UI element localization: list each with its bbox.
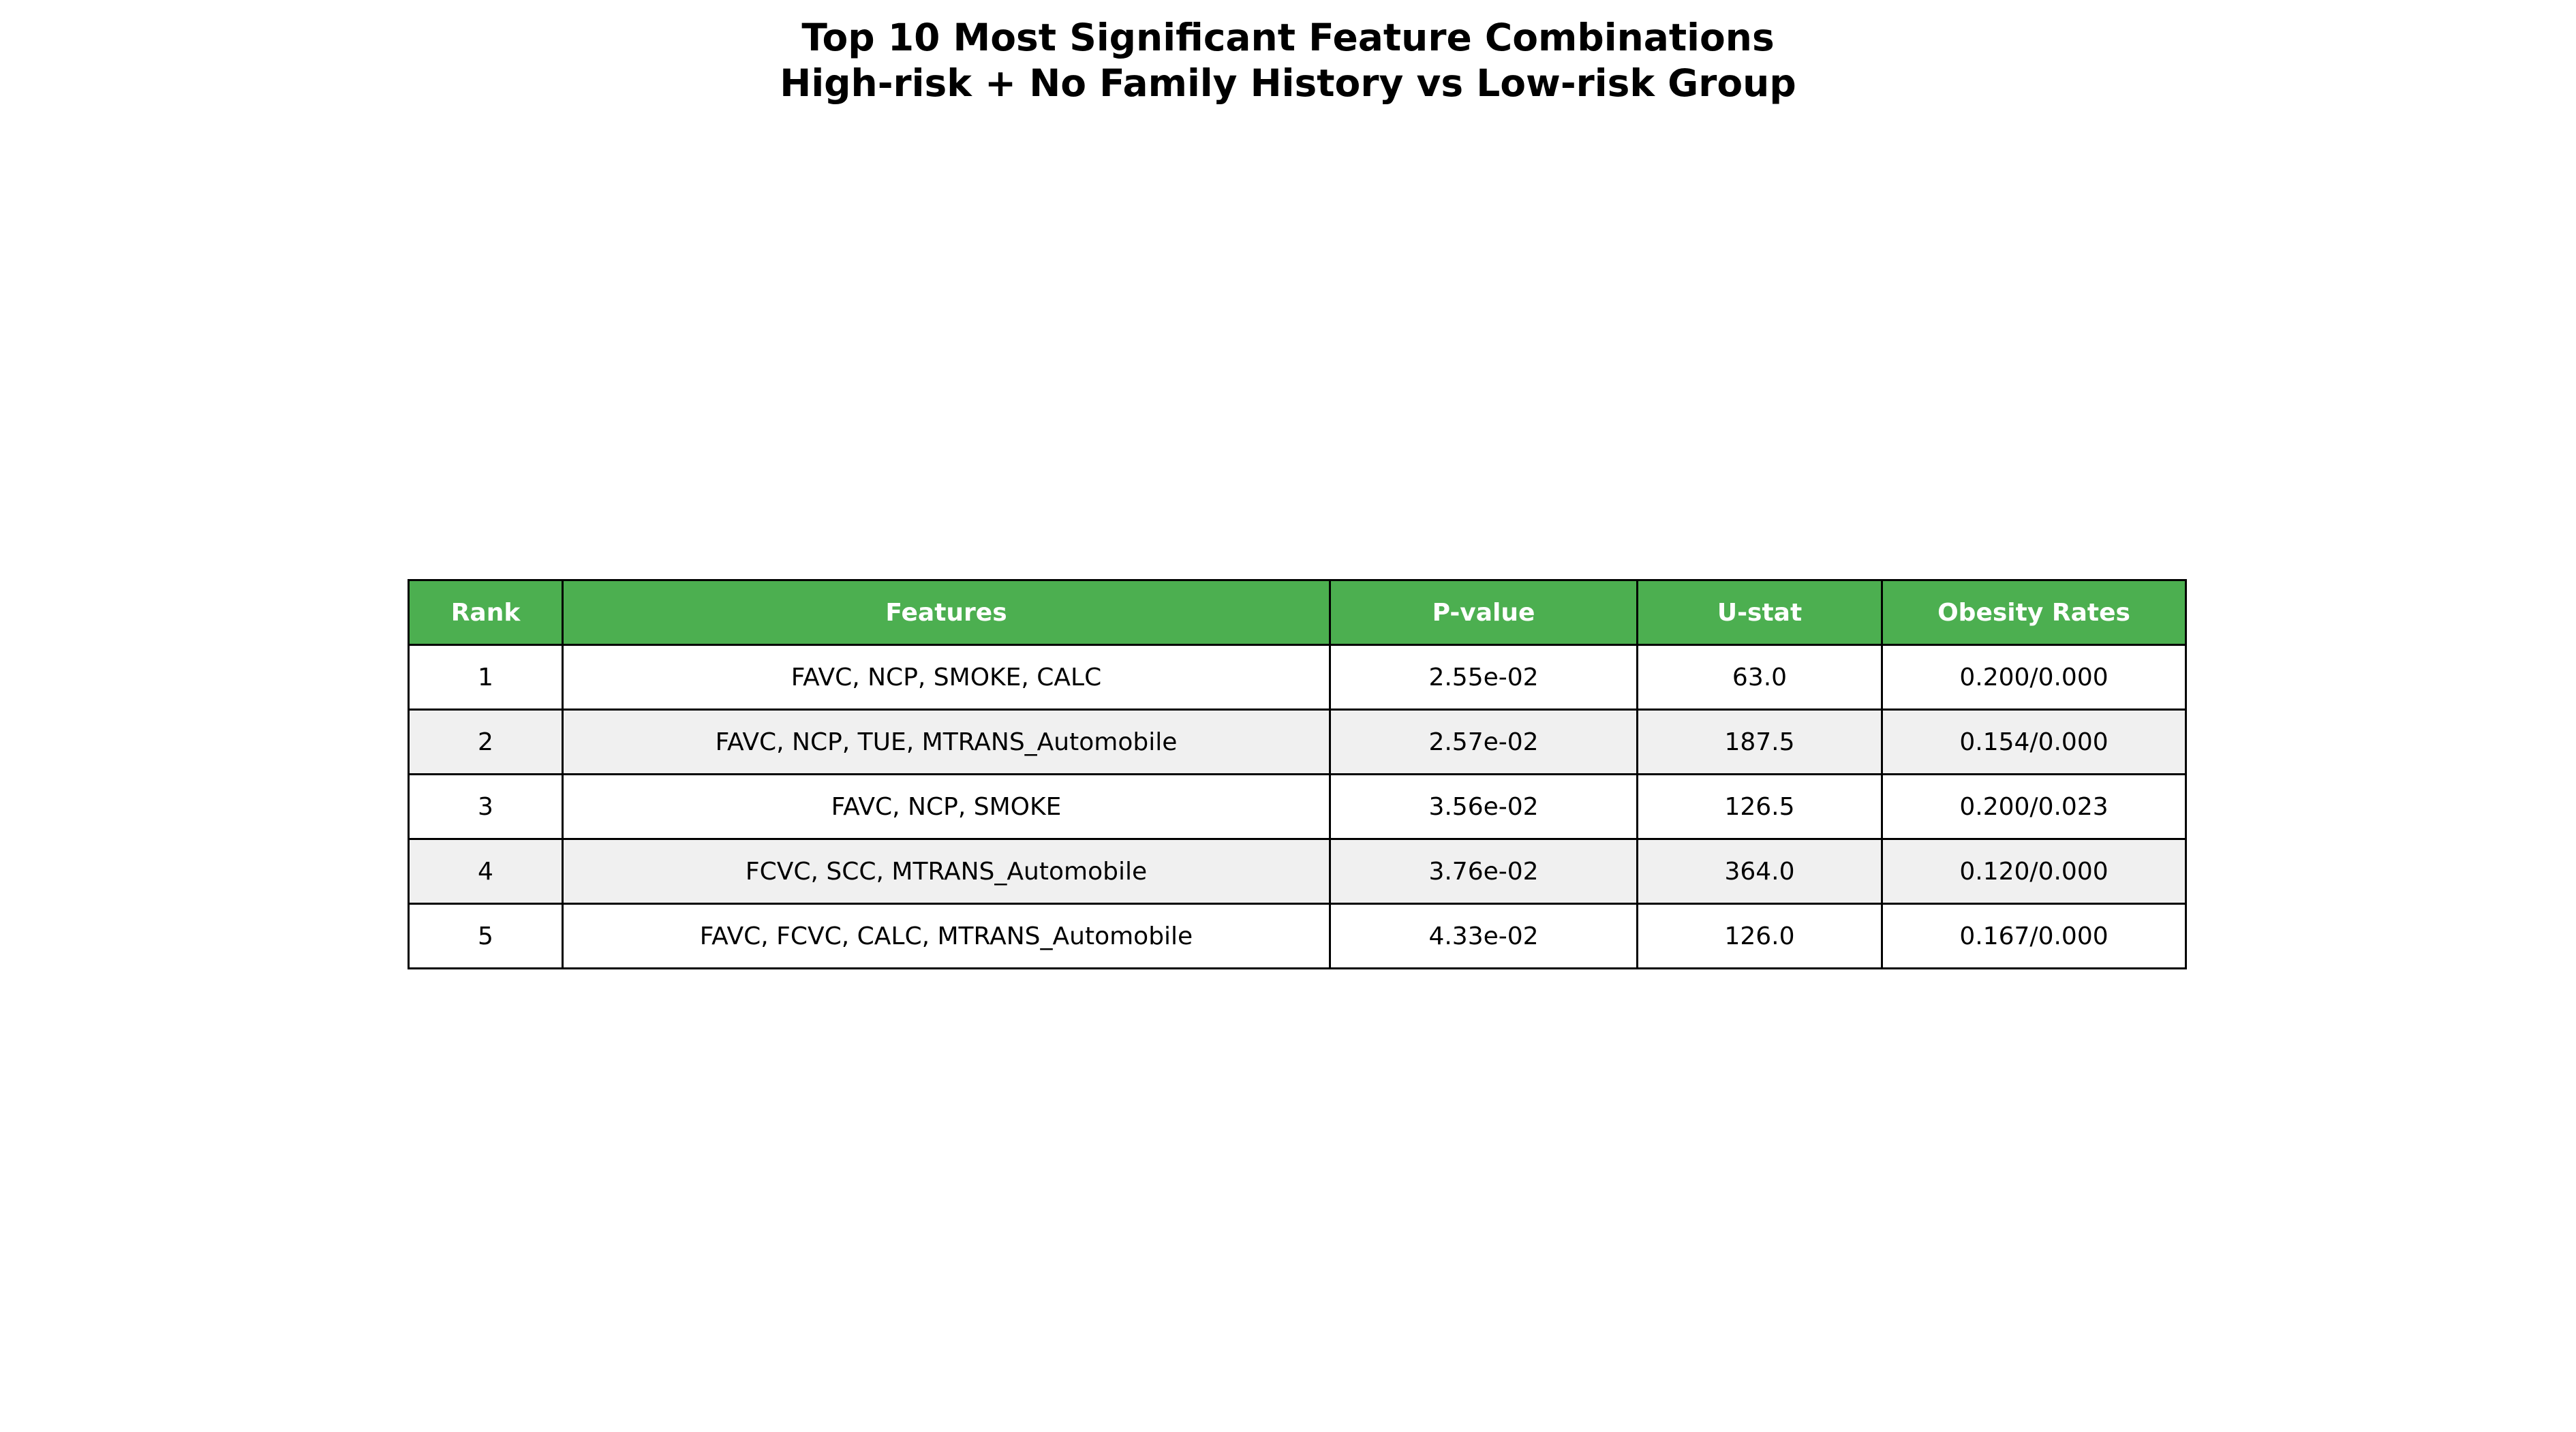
table-row: 5 FAVC, FCVC, CALC, MTRANS_Automobile 4.…	[408, 903, 2187, 969]
cell-rank: 4	[408, 838, 564, 905]
cell-features: FAVC, NCP, SMOKE	[562, 773, 1331, 840]
cell-u-stat: 126.0	[1636, 903, 1883, 969]
cell-u-stat: 364.0	[1636, 838, 1883, 905]
cell-rank: 1	[408, 644, 564, 711]
cell-p-value: 4.33e-02	[1329, 903, 1638, 969]
table-row: 4 FCVC, SCC, MTRANS_Automobile 3.76e-02 …	[408, 838, 2187, 905]
cell-obesity-rates: 0.200/0.000	[1881, 644, 2187, 711]
cell-p-value: 3.76e-02	[1329, 838, 1638, 905]
header-rank: Rank	[408, 579, 564, 646]
cell-p-value: 2.55e-02	[1329, 644, 1638, 711]
table-header-row: Rank Features P-value U-stat Obesity Rat…	[408, 579, 2187, 646]
header-obesity-rates: Obesity Rates	[1881, 579, 2187, 646]
table-row: 1 FAVC, NCP, SMOKE, CALC 2.55e-02 63.0 0…	[408, 644, 2187, 711]
cell-rank: 2	[408, 709, 564, 775]
chart-title: Top 10 Most Significant Feature Combinat…	[0, 15, 2576, 106]
cell-u-stat: 126.5	[1636, 773, 1883, 840]
cell-obesity-rates: 0.120/0.000	[1881, 838, 2187, 905]
results-table: Rank Features P-value U-stat Obesity Rat…	[408, 579, 2187, 969]
cell-obesity-rates: 0.167/0.000	[1881, 903, 2187, 969]
cell-obesity-rates: 0.200/0.023	[1881, 773, 2187, 840]
header-u-stat: U-stat	[1636, 579, 1883, 646]
table-row: 2 FAVC, NCP, TUE, MTRANS_Automobile 2.57…	[408, 709, 2187, 775]
cell-features: FAVC, NCP, TUE, MTRANS_Automobile	[562, 709, 1331, 775]
cell-features: FAVC, FCVC, CALC, MTRANS_Automobile	[562, 903, 1331, 969]
chart-title-line-2: High-risk + No Family History vs Low-ris…	[780, 61, 1796, 105]
cell-p-value: 2.57e-02	[1329, 709, 1638, 775]
cell-u-stat: 63.0	[1636, 644, 1883, 711]
cell-features: FCVC, SCC, MTRANS_Automobile	[562, 838, 1331, 905]
chart-title-line-1: Top 10 Most Significant Feature Combinat…	[801, 16, 1775, 59]
cell-p-value: 3.56e-02	[1329, 773, 1638, 840]
header-features: Features	[562, 579, 1331, 646]
cell-features: FAVC, NCP, SMOKE, CALC	[562, 644, 1331, 711]
cell-obesity-rates: 0.154/0.000	[1881, 709, 2187, 775]
header-p-value: P-value	[1329, 579, 1638, 646]
cell-u-stat: 187.5	[1636, 709, 1883, 775]
cell-rank: 3	[408, 773, 564, 840]
cell-rank: 5	[408, 903, 564, 969]
table-row: 3 FAVC, NCP, SMOKE 3.56e-02 126.5 0.200/…	[408, 773, 2187, 840]
